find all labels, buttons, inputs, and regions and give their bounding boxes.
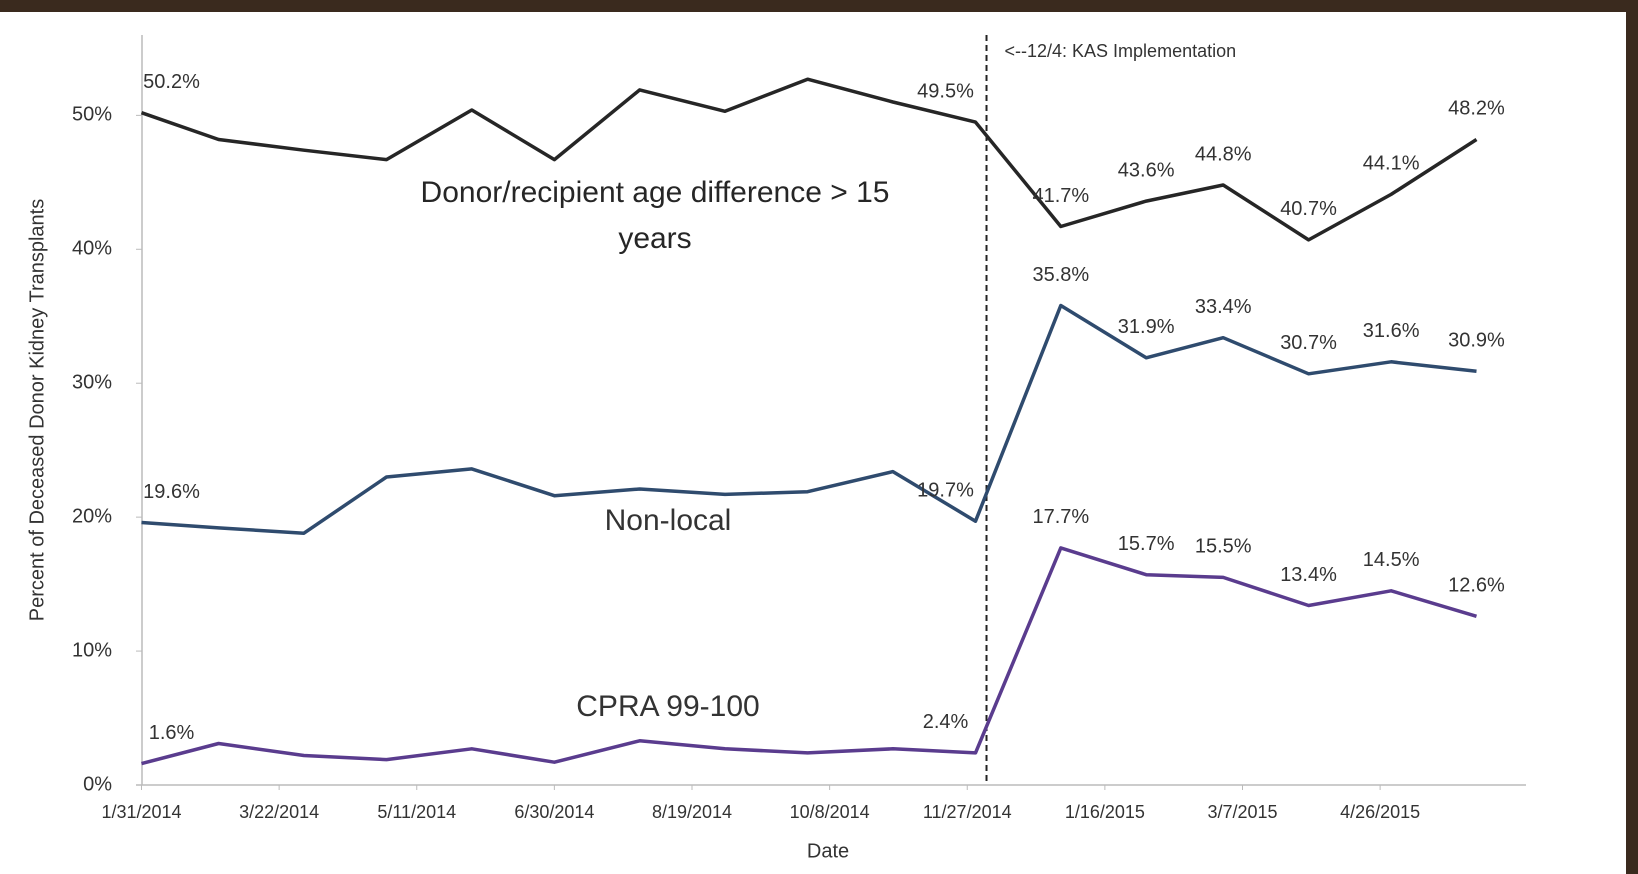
x-tick-label: 3/7/2015: [1207, 802, 1277, 822]
x-tick-label: 6/30/2014: [514, 802, 594, 822]
x-tick-label: 8/19/2014: [652, 802, 732, 822]
data-label: 33.4%: [1195, 296, 1252, 318]
x-tick-label: 1/16/2015: [1065, 802, 1145, 822]
x-tick-label: 3/22/2014: [239, 802, 319, 822]
data-label: 1.6%: [149, 722, 195, 744]
series-line: [140, 77, 1478, 242]
frame-top: [0, 0, 1638, 12]
data-label: 15.7%: [1118, 533, 1175, 555]
data-label: 40.7%: [1280, 198, 1337, 220]
y-tick-label: 50%: [72, 104, 112, 126]
series-label: Donor/recipient age difference > 15 year…: [420, 176, 890, 255]
series-label: Non-local: [605, 504, 732, 537]
y-axis-title: Percent of Deceased Donor Kidney Transpl…: [26, 199, 48, 621]
data-label: 35.8%: [1032, 264, 1089, 286]
series-line: [141, 303, 1477, 535]
y-tick-label: 10%: [72, 639, 112, 661]
data-label: 15.5%: [1195, 536, 1252, 558]
x-tick-label: 4/26/2015: [1340, 802, 1420, 822]
data-label: 17.7%: [1032, 506, 1089, 528]
data-label: 14.5%: [1363, 549, 1420, 571]
data-label: 30.7%: [1280, 332, 1337, 354]
x-axis-title: Date: [807, 840, 849, 862]
data-label: 49.5%: [917, 80, 974, 102]
data-label: 19.7%: [917, 479, 974, 501]
data-label: 13.4%: [1280, 564, 1337, 586]
data-label: 48.2%: [1448, 98, 1505, 120]
data-label: 44.1%: [1363, 153, 1420, 175]
series-label: CPRA 99-100: [576, 690, 759, 723]
data-label: 2.4%: [923, 711, 969, 733]
x-tick-label: 1/31/2014: [101, 802, 181, 822]
data-label: 19.6%: [143, 481, 200, 503]
series-line: [141, 546, 1478, 766]
y-tick-label: 40%: [72, 238, 112, 260]
x-tick-label: 11/27/2014: [923, 802, 1012, 822]
data-label: 30.9%: [1448, 329, 1505, 351]
data-label: 12.6%: [1448, 575, 1505, 597]
frame-right: [1626, 0, 1638, 874]
data-label: 31.9%: [1118, 316, 1175, 338]
data-label: 50.2%: [143, 71, 200, 93]
data-label: 31.6%: [1363, 320, 1420, 342]
y-tick-label: 0%: [83, 773, 112, 795]
data-label: 43.6%: [1118, 159, 1175, 181]
y-tick-label: 20%: [72, 505, 112, 527]
x-tick-label: 5/11/2014: [377, 802, 456, 822]
annotation-text: <--12/4: KAS Implementation: [1005, 41, 1237, 61]
data-label: 44.8%: [1195, 143, 1252, 165]
data-label: 41.7%: [1032, 185, 1089, 207]
x-tick-label: 10/8/2014: [790, 802, 870, 822]
y-tick-label: 30%: [72, 371, 112, 393]
